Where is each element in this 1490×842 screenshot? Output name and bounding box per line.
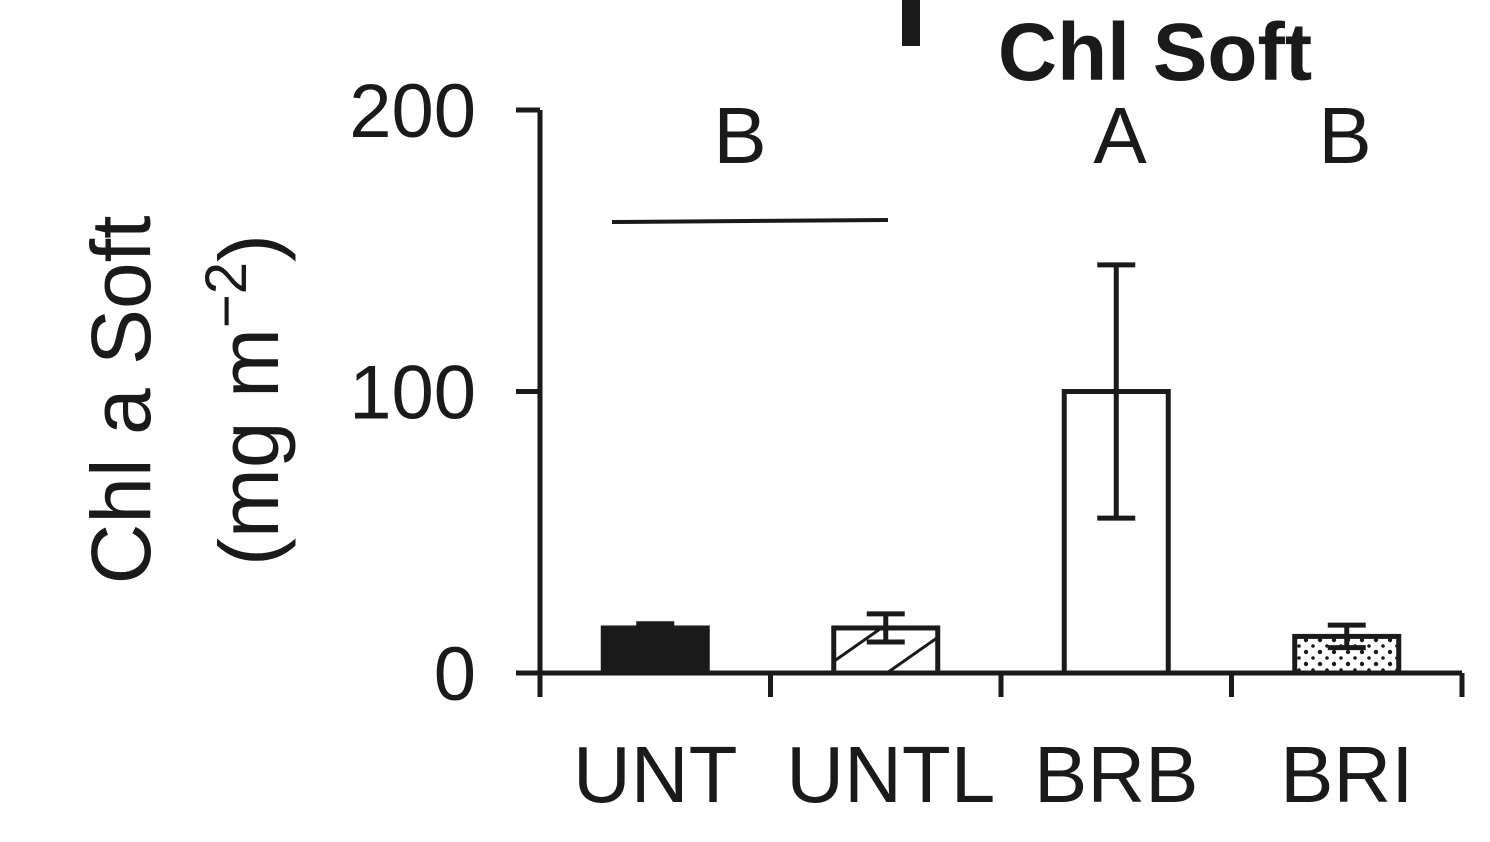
x-tick-label: BRI	[1280, 730, 1413, 819]
figure-corner-mark	[902, 0, 920, 46]
y-axis-label-close: )	[202, 234, 296, 262]
bar-untl	[831, 625, 941, 676]
significance-letter: B	[713, 91, 766, 180]
y-ticks: 0 100 200	[349, 69, 540, 717]
axes	[537, 110, 1465, 697]
y-tick-label: 200	[349, 69, 476, 154]
y-tick-label: 100	[349, 351, 476, 436]
y-axis-label-unit: (mg m	[202, 328, 296, 566]
x-tick-label: UNTL	[786, 730, 995, 819]
y-axis-label-line2: (mg m−2)	[194, 234, 296, 566]
y-axis-label-exponent: −2	[194, 262, 259, 328]
y-axis-label: Chl a Soft (mg m−2)	[74, 216, 296, 585]
bars	[600, 262, 1402, 676]
significance-letter: A	[1093, 91, 1147, 180]
figure-stray-line	[611, 218, 889, 224]
x-tick-label: UNT	[573, 730, 737, 819]
significance-letter: B	[1318, 91, 1371, 180]
bar-unt	[600, 625, 710, 676]
x-tick-label: BRB	[1034, 730, 1199, 819]
chart-title: Chl Soft	[998, 7, 1312, 98]
y-axis-label-line1: Chl a Soft	[74, 216, 168, 585]
x-tick-labels: UNT UNTL BRB BRI	[573, 730, 1413, 819]
y-tick-label: 0	[434, 632, 476, 717]
